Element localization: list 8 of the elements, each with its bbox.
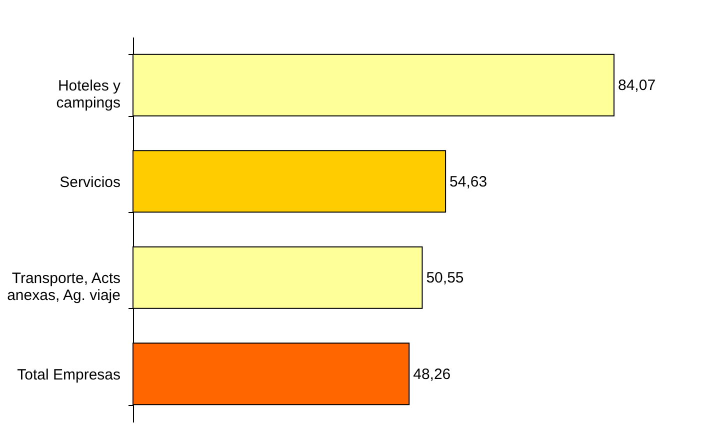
data-label: 84,07 bbox=[618, 77, 656, 94]
y-tick-label: Servicios bbox=[60, 174, 120, 191]
data-label: 54,63 bbox=[450, 173, 488, 190]
y-tick-label: Total Empresas bbox=[17, 366, 120, 384]
data-label: 48,26 bbox=[413, 366, 451, 383]
data-label: 50,55 bbox=[426, 270, 464, 287]
y-tick-label: Transporte, Acts anexas, Ag. viaje bbox=[7, 270, 120, 304]
y-tick-label: Hoteles y campings bbox=[56, 78, 121, 112]
